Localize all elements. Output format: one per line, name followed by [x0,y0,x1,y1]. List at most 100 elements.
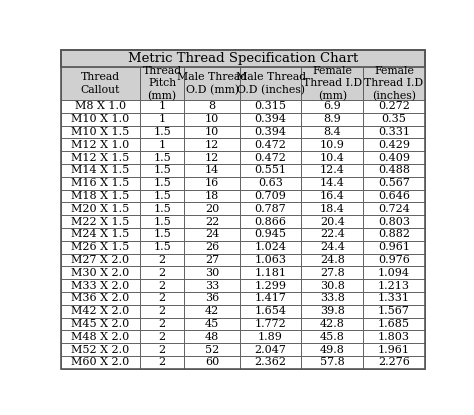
Text: M30 X 2.0: M30 X 2.0 [71,268,129,278]
Text: 1.5: 1.5 [153,127,171,137]
Bar [61,190,140,203]
Bar [240,228,301,241]
Bar [184,228,240,241]
Bar [140,356,184,369]
Text: 10.9: 10.9 [320,140,345,150]
Bar [61,151,140,164]
Bar [140,190,184,203]
Bar [301,305,363,317]
Bar [140,228,184,241]
Bar [240,190,301,203]
Bar [61,215,140,228]
Bar [301,164,363,177]
Bar [363,266,425,279]
Text: 0.551: 0.551 [255,165,287,176]
Bar [140,138,184,151]
Text: 36: 36 [205,293,219,303]
Bar [240,177,301,190]
Bar [240,292,301,305]
Text: 0.961: 0.961 [378,242,410,252]
Text: 0.803: 0.803 [378,217,410,227]
Text: 1.803: 1.803 [378,332,410,342]
Bar [363,177,425,190]
Text: 0.315: 0.315 [255,101,287,111]
Bar [61,241,140,254]
Bar [363,317,425,330]
Bar [301,126,363,138]
Bar [61,279,140,292]
Bar [184,100,240,113]
Bar [363,292,425,305]
Text: 0.429: 0.429 [378,140,410,150]
Bar [301,254,363,266]
Text: 49.8: 49.8 [320,344,345,354]
Text: 33.8: 33.8 [320,293,345,303]
Text: 1.181: 1.181 [255,268,287,278]
Text: 2: 2 [158,306,166,316]
Bar [240,254,301,266]
Bar [240,330,301,343]
Text: 10: 10 [205,114,219,124]
Bar [140,266,184,279]
Text: 16: 16 [205,178,219,188]
Text: 2: 2 [158,281,166,290]
Text: M52 X 2.0: M52 X 2.0 [71,344,129,354]
Text: Male Thread
O.D (inches): Male Thread O.D (inches) [236,72,306,95]
Text: 1: 1 [158,101,166,111]
Bar [301,279,363,292]
Bar [363,151,425,164]
Text: 18.4: 18.4 [320,204,345,214]
Text: 42.8: 42.8 [320,319,345,329]
Bar [140,113,184,126]
Text: 8.9: 8.9 [323,114,341,124]
Text: Female
Thread I.D
(inches): Female Thread I.D (inches) [365,66,423,101]
Bar [140,317,184,330]
Bar [363,138,425,151]
Text: M18 X 1.5: M18 X 1.5 [71,191,129,201]
Bar [184,330,240,343]
Bar [363,330,425,343]
Text: 1.5: 1.5 [153,153,171,163]
Text: 2: 2 [158,319,166,329]
Text: 20: 20 [205,204,219,214]
Bar [184,177,240,190]
Text: 0.409: 0.409 [378,153,410,163]
Bar [301,317,363,330]
Bar [61,228,140,241]
Text: 0.567: 0.567 [378,178,410,188]
Bar [240,356,301,369]
Text: M26 X 1.5: M26 X 1.5 [71,242,129,252]
Bar [363,241,425,254]
Bar [61,138,140,151]
Bar [140,164,184,177]
Bar [301,228,363,241]
Text: 45.8: 45.8 [320,332,345,342]
Text: 1: 1 [158,140,166,150]
Text: M12 X 1.0: M12 X 1.0 [71,140,129,150]
Bar [140,292,184,305]
Text: 1.5: 1.5 [153,191,171,201]
Text: 0.945: 0.945 [255,229,287,239]
Bar [140,100,184,113]
Bar [140,305,184,317]
Bar [240,100,301,113]
Bar [301,203,363,215]
Bar [240,241,301,254]
Bar [301,177,363,190]
Text: 1.063: 1.063 [255,255,287,265]
Text: 1.213: 1.213 [378,281,410,290]
Text: 57.8: 57.8 [320,357,345,367]
Text: 1.299: 1.299 [255,281,287,290]
Bar [363,100,425,113]
Text: M36 X 2.0: M36 X 2.0 [71,293,129,303]
Bar [61,126,140,138]
Bar [184,266,240,279]
Text: 22: 22 [205,217,219,227]
Bar [61,266,140,279]
Bar [140,330,184,343]
Bar [363,254,425,266]
Bar [61,100,140,113]
Text: 45: 45 [205,319,219,329]
Text: 1.567: 1.567 [378,306,410,316]
Bar [363,215,425,228]
